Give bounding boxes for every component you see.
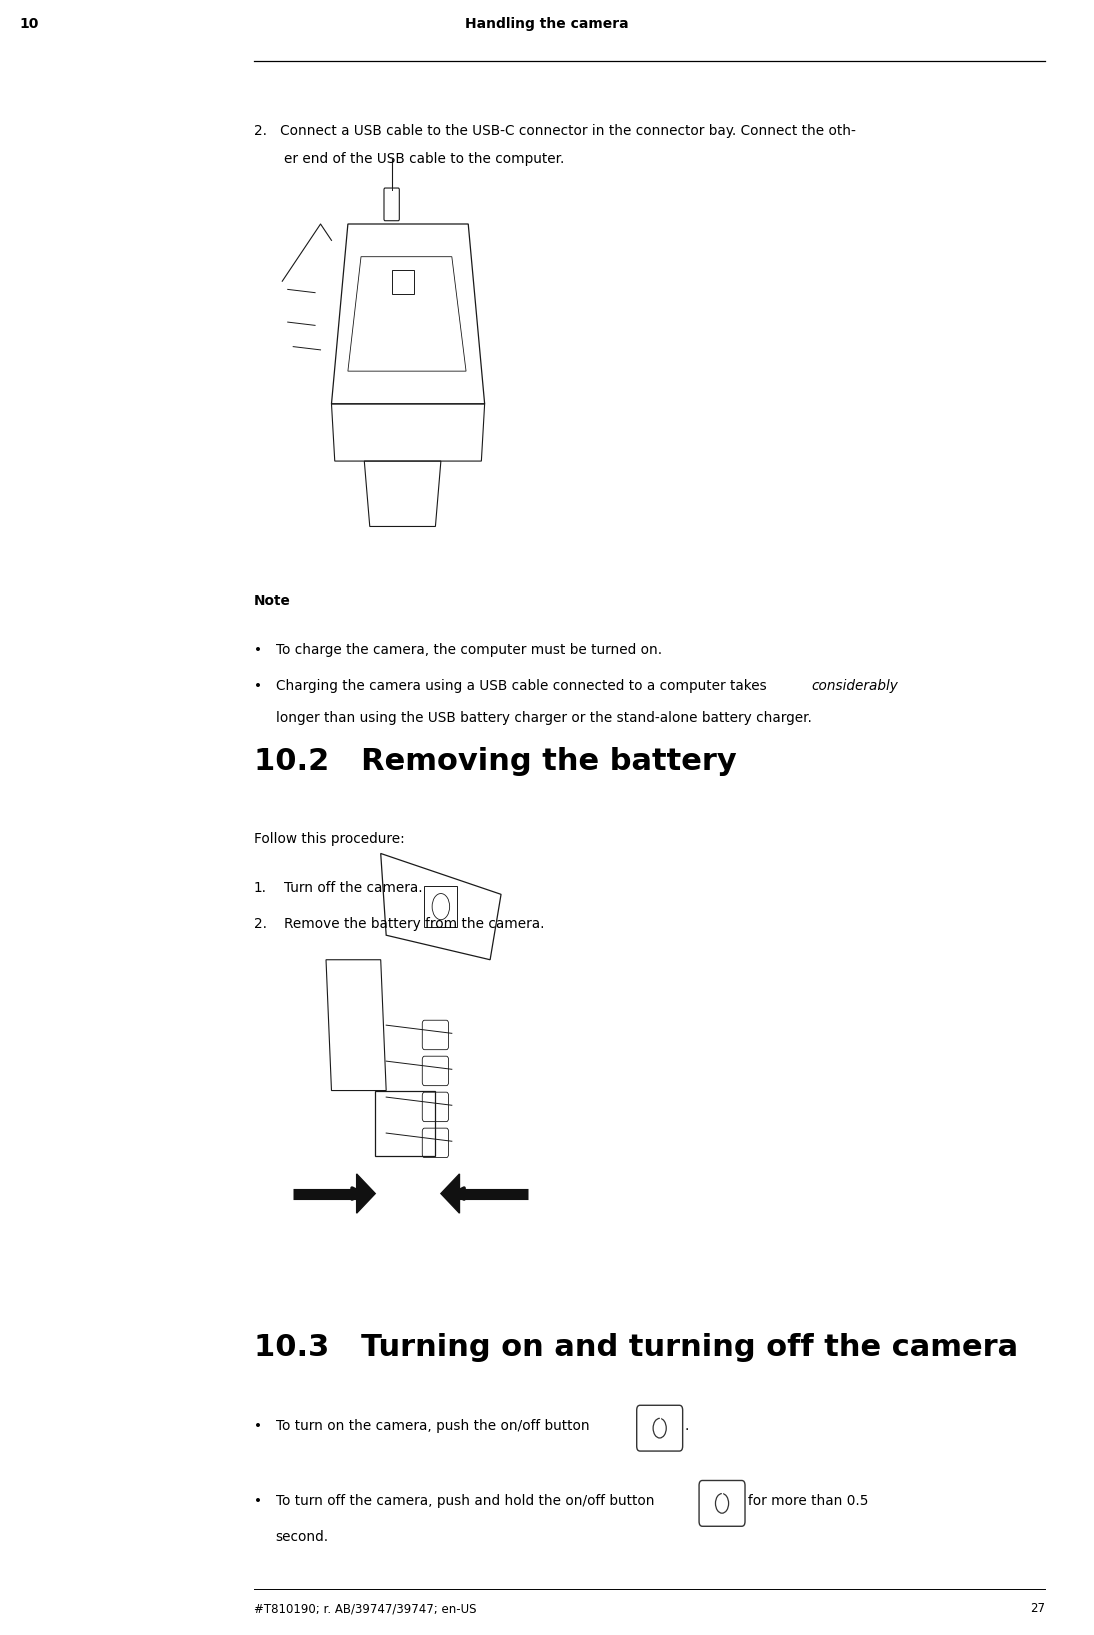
Text: •: • [254, 679, 261, 693]
Text: for more than 0.5: for more than 0.5 [748, 1494, 869, 1509]
Text: longer than using the USB battery charger or the stand-alone battery charger.: longer than using the USB battery charge… [276, 711, 812, 726]
Text: •: • [254, 1494, 261, 1509]
FancyBboxPatch shape [699, 1481, 745, 1527]
Text: To charge the camera, the computer must be turned on.: To charge the camera, the computer must … [276, 643, 662, 657]
FancyBboxPatch shape [637, 1404, 683, 1452]
Text: 1.: 1. [254, 881, 267, 896]
Text: 10: 10 [20, 16, 39, 31]
Text: Handling the camera: Handling the camera [465, 16, 629, 31]
Text: Turn off the camera.: Turn off the camera. [284, 881, 423, 896]
Bar [424, 886, 457, 927]
Text: er end of the USB cable to the computer.: er end of the USB cable to the computer. [284, 152, 565, 167]
Text: To turn on the camera, push the on/off button: To turn on the camera, push the on/off b… [276, 1419, 590, 1434]
Text: Follow this procedure:: Follow this procedure: [254, 832, 405, 847]
Text: Note: Note [254, 594, 291, 608]
Text: considerably: considerably [812, 679, 898, 693]
Text: •: • [254, 1419, 261, 1434]
Text: Remove the battery from the camera.: Remove the battery from the camera. [284, 917, 545, 932]
Text: .: . [685, 1419, 689, 1434]
Text: 10.2   Removing the battery: 10.2 Removing the battery [254, 747, 736, 777]
Text: #T810190; r. AB/39747/39747; en-US: #T810190; r. AB/39747/39747; en-US [254, 1602, 476, 1615]
Text: 27: 27 [1029, 1602, 1045, 1615]
Polygon shape [441, 1174, 459, 1213]
Text: second.: second. [276, 1530, 329, 1545]
Text: 2.   Connect a USB cable to the USB-C connector in the connector bay. Connect th: 2. Connect a USB cable to the USB-C conn… [254, 124, 856, 139]
Text: Charging the camera using a USB cable connected to a computer takes: Charging the camera using a USB cable co… [276, 679, 771, 693]
Text: 10.3   Turning on and turning off the camera: 10.3 Turning on and turning off the came… [254, 1333, 1017, 1362]
FancyBboxPatch shape [384, 188, 399, 221]
Bar [392, 270, 414, 294]
Text: •: • [254, 643, 261, 657]
Text: 2.: 2. [254, 917, 267, 932]
Polygon shape [357, 1174, 375, 1213]
Text: To turn off the camera, push and hold the on/off button: To turn off the camera, push and hold th… [276, 1494, 654, 1509]
